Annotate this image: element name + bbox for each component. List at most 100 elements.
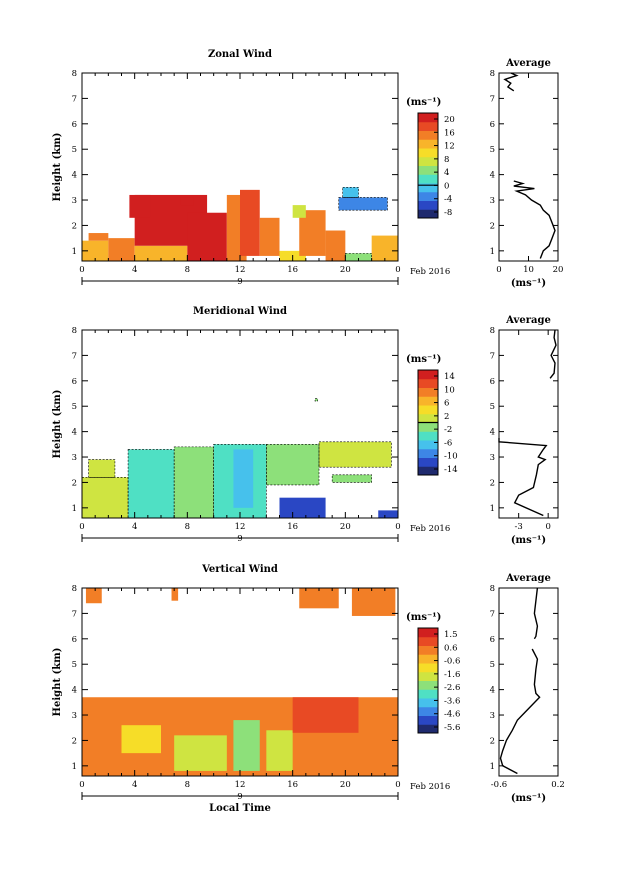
heatmap-cell [319, 441, 392, 468]
colorbar-swatch [418, 113, 438, 123]
colorbar-swatch [418, 148, 438, 158]
x-axis-label: Local Time [209, 803, 271, 814]
heatmap-cell [292, 697, 359, 733]
date-label: Feb 2016 [410, 267, 450, 277]
heatmap-cell [180, 197, 194, 206]
colorbar-swatch [418, 715, 438, 725]
x-tick-label: 16 [287, 265, 298, 275]
x-tick-label: 0 [395, 522, 400, 532]
heatmap-cell [345, 253, 372, 261]
average-y-tick-label: 5 [490, 402, 495, 412]
colorbar-tick-label: -0.6 [444, 657, 460, 667]
colorbar-tick-label: 0 [444, 181, 449, 191]
average-profile-line [549, 329, 557, 379]
colorbar-tick-label: 4 [444, 168, 449, 178]
average-y-tick-label: 5 [490, 660, 495, 670]
y-tick-label: 3 [72, 711, 77, 721]
colorbar-swatch [418, 448, 438, 458]
y-tick-label: 1 [72, 762, 77, 772]
colorbar-swatch [418, 706, 438, 716]
colorbar-swatch [418, 654, 438, 664]
colorbar-tick-label: 12 [444, 142, 455, 152]
heatmap-cell [171, 588, 179, 601]
colorbar-swatch [418, 431, 438, 441]
heatmap-cell [85, 588, 102, 604]
colorbar-swatch [418, 680, 438, 690]
y-axis-label: Height (km) [52, 390, 63, 459]
colorbar-swatch [418, 387, 438, 397]
x-tick-label: 0 [79, 780, 84, 790]
y-tick-label: 8 [72, 69, 77, 79]
y-tick-label: 1 [72, 247, 77, 257]
colorbar-tick-label: -3.6 [444, 696, 460, 706]
heatmap-cell [82, 477, 129, 518]
contour-line [266, 444, 320, 486]
heatmap-cell [338, 197, 388, 211]
y-tick-label: 7 [72, 94, 77, 104]
colorbar-tick-label: -4 [444, 195, 452, 205]
y-tick-label: 2 [72, 221, 77, 231]
heatmap-cell [351, 588, 396, 616]
contour-line [342, 187, 359, 198]
colorbar-tick-label: 20 [444, 115, 455, 125]
average-y-tick-label: 3 [490, 196, 495, 206]
heatmap-cell [88, 459, 115, 478]
heatmap-cell [332, 474, 372, 483]
average-y-tick-label: 6 [490, 120, 495, 130]
heatmap-cell [233, 720, 260, 771]
colorbar-swatch [418, 628, 438, 638]
y-tick-label: 7 [72, 351, 77, 361]
y-tick-label: 6 [72, 635, 77, 645]
colorbar-swatch [418, 370, 438, 380]
y-axis-label: Height (km) [52, 133, 63, 202]
average-y-tick-label: 8 [490, 584, 495, 594]
day-label: 9 [237, 792, 242, 802]
average-x-label: (ms⁻¹) [511, 793, 546, 804]
heatmap-cell [299, 588, 339, 609]
colorbar-swatch [418, 378, 438, 388]
x-tick-label: 16 [287, 780, 298, 790]
colorbar-swatch [418, 671, 438, 681]
average-x-tick-label: 10 [523, 265, 534, 275]
panel-title: Vertical Wind [201, 564, 278, 575]
heatmap-cell [371, 235, 398, 261]
colorbar-swatch [418, 209, 438, 219]
average-y-tick-label: 6 [490, 377, 495, 387]
heatmap-cells [82, 187, 398, 262]
y-tick-label: 1 [72, 504, 77, 514]
heatmap-cell [378, 510, 398, 518]
average-y-tick-label: 4 [490, 428, 495, 438]
average-frame [498, 587, 559, 777]
colorbar-swatch [418, 191, 438, 201]
colorbar-tick-label: -6 [444, 438, 452, 448]
heatmap-cell [134, 245, 188, 261]
heatmap-cells [82, 588, 398, 776]
colorbar-swatch [418, 174, 438, 184]
colorbar-swatch [418, 466, 438, 476]
colorbar-swatch [418, 663, 438, 673]
colorbar-swatch [418, 139, 438, 149]
y-tick-label: 6 [72, 120, 77, 130]
y-tick-label: 8 [72, 584, 77, 594]
average-y-tick-label: 1 [490, 504, 495, 514]
y-tick-label: 4 [72, 686, 77, 696]
x-tick-label: 0 [395, 780, 400, 790]
colorbar-tick-label: -5.6 [444, 723, 460, 733]
heatmap-cell [342, 187, 359, 198]
average-x-label: (ms⁻¹) [511, 278, 546, 289]
contour-line [314, 398, 318, 402]
heatmap-cell [82, 240, 109, 261]
colorbar-unit: (ms⁻¹) [406, 97, 441, 108]
x-tick-label: 8 [185, 780, 190, 790]
heatmap-cell [88, 233, 109, 241]
heatmap-cell [187, 212, 227, 261]
heatmap-cell [292, 205, 306, 218]
x-tick-label: 0 [79, 265, 84, 275]
colorbar-frame [417, 627, 439, 734]
average-y-tick-label: 2 [490, 478, 495, 488]
average-y-tick-label: 3 [490, 453, 495, 463]
colorbar-swatch [418, 183, 438, 193]
x-tick-label: 16 [287, 522, 298, 532]
heatmap-cell [174, 446, 214, 518]
